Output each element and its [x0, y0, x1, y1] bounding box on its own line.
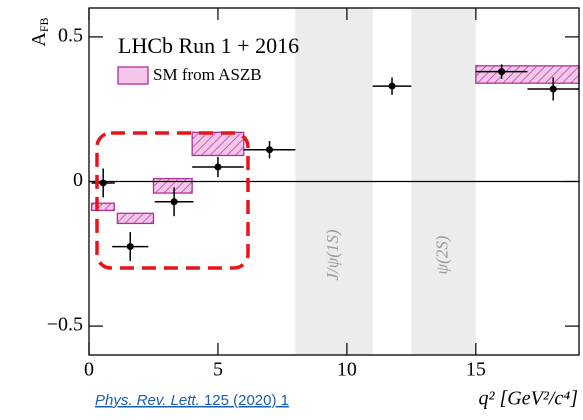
legend-label: SM from ASZB	[153, 65, 262, 84]
sm-box-hatch	[90, 202, 115, 212]
data-point	[99, 179, 107, 187]
data-point	[498, 68, 506, 76]
data-point	[549, 85, 557, 93]
chart-title: LHCb Run 1 + 2016	[118, 33, 299, 58]
sm-box-hatch	[152, 177, 193, 194]
y-axis-label: AFB	[28, 17, 51, 46]
y-tick-label: 0.5	[58, 25, 83, 47]
plot-frame	[88, 7, 580, 356]
y-label-sub: FB	[37, 17, 51, 32]
veto-label: J/ψ(1S)	[323, 229, 342, 280]
y-tick-label: 0	[73, 169, 83, 191]
citation-journal[interactable]: Phys. Rev. Lett.	[95, 392, 200, 409]
legend-swatch	[117, 66, 149, 85]
x-tick-label: 10	[337, 359, 357, 381]
veto-label: ψ(2S)	[433, 235, 452, 274]
citation[interactable]: Phys. Rev. Lett. 125 (2020) 1	[95, 392, 289, 409]
data-point	[388, 82, 396, 90]
data-point	[266, 146, 274, 154]
x-tick-label: 0	[84, 359, 94, 381]
x-tick-label: 5	[213, 359, 223, 381]
highlight-box	[95, 131, 250, 270]
data-point	[126, 243, 134, 251]
citation-link[interactable]: Phys. Rev. Lett. 125 (2020) 1	[95, 392, 289, 409]
x-tick-label: 15	[466, 359, 486, 381]
sm-box-hatch	[191, 131, 245, 157]
x-axis-label: q² [GeV²/c⁴]	[479, 388, 578, 410]
y-label-main: A	[28, 32, 50, 47]
citation-ref[interactable]: 125 (2020) 1	[204, 392, 289, 409]
y-tick-label: −0.5	[47, 314, 83, 336]
sm-box-hatch	[475, 65, 580, 84]
data-point	[170, 198, 178, 206]
sm-box-hatch	[116, 212, 155, 225]
data-point	[214, 163, 222, 171]
